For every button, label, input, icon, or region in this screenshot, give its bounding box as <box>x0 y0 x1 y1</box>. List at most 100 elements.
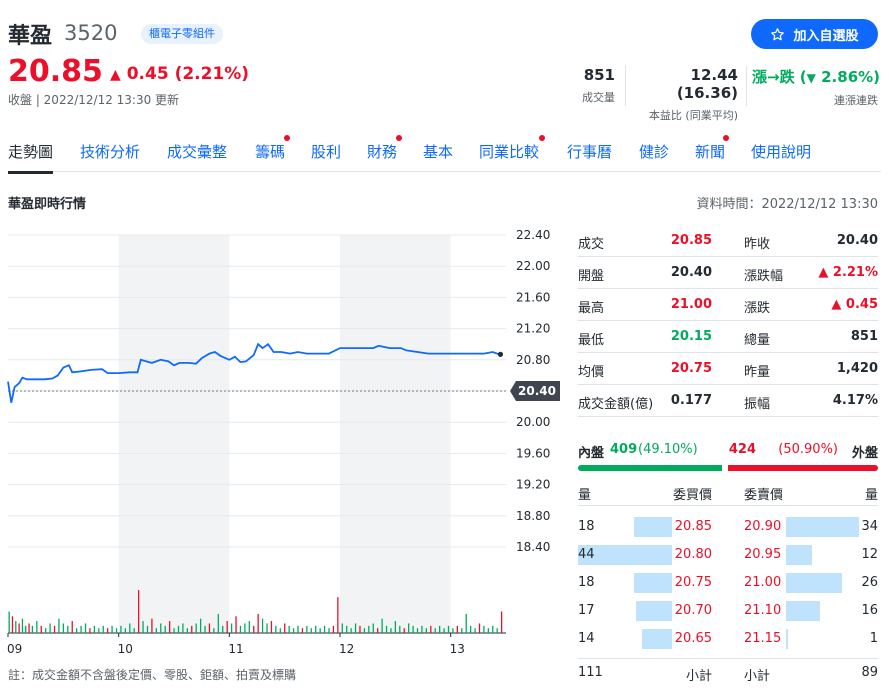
volume-bar <box>84 623 87 633</box>
quote-value: 20.75 <box>670 361 712 376</box>
stat-volume: 851 成交量 <box>575 66 615 105</box>
ask-price[interactable]: 21.15 <box>744 631 782 646</box>
x-tick-label: 10 <box>118 642 133 656</box>
tab-help[interactable]: 使用說明 <box>751 143 812 161</box>
ask-price[interactable]: 21.10 <box>744 603 782 618</box>
bid-price[interactable]: 20.85 <box>674 519 712 534</box>
tab-checkup[interactable]: 健診 <box>639 143 670 161</box>
y-tick-label: 22.40 <box>516 228 550 242</box>
tab-financial[interactable]: 財務 <box>367 143 398 161</box>
ask-total: 89 <box>861 665 878 680</box>
volume-bar <box>186 628 188 633</box>
prev-close-tag: 20.40 <box>510 381 560 401</box>
volume-bar <box>120 625 122 633</box>
volume-bar <box>160 623 162 633</box>
tab-chips[interactable]: 籌碼 <box>255 143 286 161</box>
x-tick-label: 11 <box>228 642 243 656</box>
volume-bar <box>71 621 73 633</box>
volume-bar <box>177 625 180 633</box>
tab-technical[interactable]: 技術分析 <box>80 143 141 161</box>
volume-bar <box>18 623 20 633</box>
volume-bar <box>28 623 30 633</box>
bid-qty-bar <box>578 545 672 565</box>
outer-pct: (50.90%) <box>778 442 838 457</box>
stat-pe-value: 12.44 (16.36) <box>676 66 738 102</box>
hour-band <box>118 235 230 633</box>
tab-dividend[interactable]: 股利 <box>311 143 342 161</box>
volume-bar <box>315 625 317 633</box>
volume-bar <box>173 628 175 633</box>
ask-price[interactable]: 21.00 <box>744 575 782 590</box>
tab-calendar[interactable]: 行事曆 <box>567 143 613 161</box>
tab-bar: 走勢圖 技術分析 成交彙整 籌碼 股利 財務 基本 同業比較 行事曆 健診 新聞… <box>8 135 881 174</box>
volume-bar <box>58 618 60 633</box>
quote-value: 21.00 <box>670 297 712 312</box>
bid-price[interactable]: 20.70 <box>674 603 712 618</box>
quote-value: ▲ 2.21% <box>818 265 878 280</box>
ask-qty-bar <box>786 545 812 565</box>
star-icon <box>770 27 785 42</box>
quote-value: 1,420 <box>836 361 878 376</box>
volume-bar <box>399 625 401 633</box>
volume-bar <box>98 628 100 633</box>
volume-bar <box>8 611 10 633</box>
y-tick-label: 19.60 <box>516 446 550 460</box>
bid-price[interactable]: 20.75 <box>674 575 712 590</box>
volume-bar <box>155 628 157 633</box>
bid-price[interactable]: 20.65 <box>674 631 712 646</box>
quote-label: 漲跌幅 <box>744 269 784 284</box>
volume-bar <box>199 618 202 633</box>
volume-bar <box>350 628 352 633</box>
volume-bar <box>487 628 489 633</box>
volume-bar <box>500 611 503 633</box>
tab-basic[interactable]: 基本 <box>423 143 454 161</box>
quote-row: 最高 21.00 漲跌 ▲ 0.45 <box>578 289 878 321</box>
bid-price[interactable]: 20.80 <box>674 547 712 562</box>
volume-bar <box>284 623 286 633</box>
y-tick-label: 20.80 <box>516 353 550 367</box>
volume-bar <box>447 625 450 633</box>
quote-row: 成交金額(億) 0.177 振幅 4.17% <box>578 385 878 417</box>
volume-bar <box>354 623 357 633</box>
x-tick-label: 13 <box>450 642 465 656</box>
volume-bar <box>341 623 343 633</box>
stat-divider <box>746 66 747 106</box>
inner-pct: (49.10%) <box>638 442 698 457</box>
volume-bar <box>239 625 242 633</box>
ask-price-header: 委賣價 <box>744 488 784 503</box>
intraday-chart[interactable]: 22.40 22.00 21.60 21.20 20.80 20.40 20.00 19.60… <box>0 225 570 660</box>
ask-price[interactable]: 20.90 <box>744 519 782 534</box>
stat-streak-label: 連漲連跌 <box>834 94 878 107</box>
volume-bar <box>133 628 135 633</box>
ask-qty-bar <box>786 517 859 537</box>
outer-bar-fill <box>728 465 878 471</box>
ask-qty: 16 <box>861 603 878 618</box>
stat-streak-close: ) <box>873 68 881 86</box>
bid-qty: 44 <box>578 547 595 562</box>
stat-streak: 漲→跌 (▼ 2.86%) 連漲連跌 <box>752 66 881 108</box>
x-tick-label: 09 <box>7 642 22 656</box>
volume-bar <box>288 625 290 633</box>
stat-volume-label: 成交量 <box>582 91 615 104</box>
volume-bar <box>306 625 308 633</box>
sector-badge[interactable]: 櫃電子零組件 <box>141 24 223 44</box>
volume-bar <box>31 625 34 633</box>
volume-bar <box>496 628 498 633</box>
tab-news[interactable]: 新聞 <box>695 143 726 161</box>
ask-price[interactable]: 20.95 <box>744 547 782 562</box>
orderbook-totals: 111 小計 小計 89 <box>578 658 878 684</box>
volume-bar <box>474 628 476 633</box>
volume-bar <box>230 623 233 633</box>
ask-qty-bar <box>786 601 821 621</box>
bid-total: 111 <box>578 665 603 680</box>
tab-trend[interactable]: 走勢圖 <box>8 143 54 174</box>
price-change-value: 0.45 (2.21%) <box>126 64 250 84</box>
inner-label: 內盤 <box>578 446 605 461</box>
volume-bar <box>62 623 65 633</box>
tab-peer[interactable]: 同業比較 <box>479 143 540 161</box>
price-change: ▲ 0.45 (2.21%) <box>110 64 249 84</box>
quote-label: 最高 <box>578 301 605 316</box>
add-watchlist-button[interactable]: 加入自選股 <box>751 19 878 49</box>
tab-summary[interactable]: 成交彙整 <box>167 143 228 161</box>
volume-bar <box>270 621 273 633</box>
